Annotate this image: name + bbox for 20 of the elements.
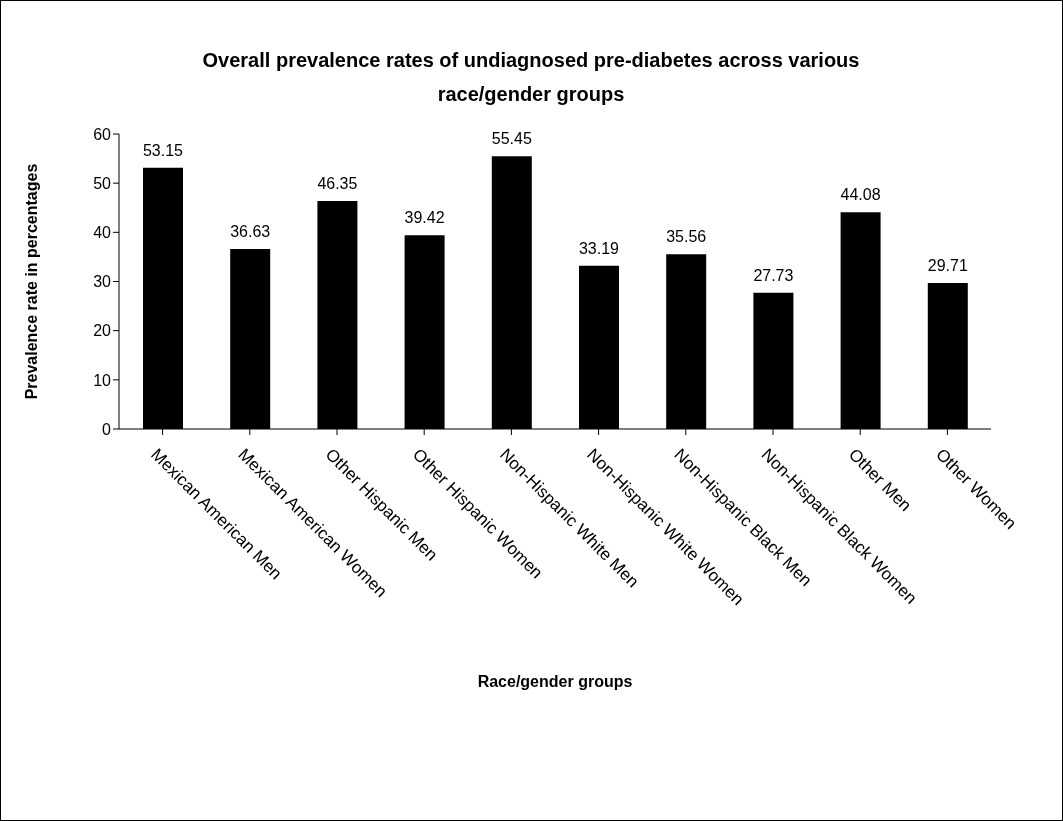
- y-tick-label: 10: [93, 371, 112, 389]
- data-label: 35.56: [666, 228, 707, 246]
- data-label: 53.15: [142, 141, 184, 159]
- chart-title: Overall prevalence rates of undiagnosed pre-diabetes across various race/gender groups: [201, 48, 861, 107]
- data-label: 55.45: [491, 130, 532, 148]
- data-label: 39.42: [404, 209, 445, 227]
- data-label: 29.71: [927, 256, 968, 274]
- data-label: 46.35: [317, 175, 358, 193]
- y-tick-label: 20: [93, 322, 112, 340]
- y-tick-label: 30: [93, 273, 112, 291]
- data-label: 36.63: [230, 222, 271, 240]
- y-tick-label: 0: [102, 420, 112, 438]
- y-tick-label: 50: [93, 174, 112, 192]
- data-label: 44.08: [840, 186, 881, 204]
- y-axis-title: Prevalence rate in percentages: [22, 163, 40, 400]
- y-tick-label: 40: [93, 224, 112, 242]
- data-label: 33.19: [578, 239, 620, 257]
- y-tick-label: 60: [93, 125, 112, 143]
- data-label: 27.73: [753, 266, 794, 284]
- x-axis-title: Race/gender groups: [477, 673, 633, 690]
